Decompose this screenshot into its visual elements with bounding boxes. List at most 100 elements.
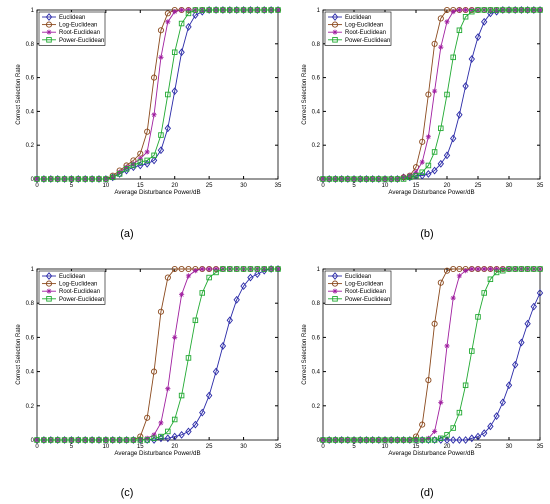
data-point <box>254 6 261 14</box>
data-point <box>326 176 332 182</box>
legend-marker <box>46 29 52 35</box>
series-line <box>323 268 540 441</box>
data-point <box>261 6 268 14</box>
legend-item: Root-Euclidean <box>328 288 386 295</box>
data-point <box>82 176 88 182</box>
data-point <box>462 436 469 444</box>
data-point <box>332 436 339 444</box>
data-point <box>123 166 130 175</box>
data-point <box>109 437 116 443</box>
data-point <box>437 159 444 168</box>
y-tick-label: 1 <box>317 8 321 14</box>
series-power-euclidean <box>320 7 543 182</box>
data-point <box>474 33 482 41</box>
data-point <box>144 149 150 155</box>
data-point <box>123 436 130 444</box>
x-tick-label: 15 <box>413 183 420 189</box>
legend-item: Log-Euclidean <box>328 280 383 288</box>
data-point <box>493 7 500 16</box>
data-point <box>401 174 407 180</box>
data-point <box>357 437 363 443</box>
data-point <box>254 270 261 279</box>
y-tick-label: 0.2 <box>312 143 321 149</box>
data-point <box>506 266 512 272</box>
data-point <box>450 265 457 273</box>
data-point <box>443 436 451 444</box>
legend-marker <box>332 29 338 35</box>
data-point <box>394 176 401 182</box>
data-point <box>61 436 68 444</box>
x-axis-title: Average Disturbance Power/dB <box>114 450 200 457</box>
data-point <box>261 266 268 275</box>
data-point <box>247 266 254 272</box>
data-point <box>382 176 388 182</box>
data-point <box>332 175 339 183</box>
x-tick-label: 10 <box>103 444 110 450</box>
data-point <box>444 19 450 25</box>
data-point <box>425 170 432 178</box>
data-point <box>103 437 109 443</box>
data-point <box>47 436 54 444</box>
legend-label: Euclidean <box>59 274 85 280</box>
data-point <box>388 176 394 182</box>
data-point <box>338 176 345 182</box>
data-point <box>469 348 475 354</box>
y-tick-label: 0 <box>31 177 35 183</box>
data-point <box>75 437 82 443</box>
legend-label: Euclidean <box>345 15 371 21</box>
data-point <box>123 437 130 443</box>
series-line <box>323 9 540 180</box>
legend-label: Euclidean <box>59 15 85 21</box>
data-point <box>487 266 493 272</box>
y-tick-label: 0.2 <box>26 143 35 149</box>
data-point <box>419 159 425 165</box>
legend-item: Power-Euclidean <box>42 37 104 44</box>
data-point <box>332 437 339 443</box>
data-point <box>116 437 123 443</box>
data-point <box>400 176 407 182</box>
legend-item: Power-Euclidean <box>328 37 390 44</box>
data-point <box>33 436 41 444</box>
data-point <box>226 6 233 14</box>
data-point <box>179 292 185 298</box>
data-point <box>206 274 212 281</box>
legend-marker <box>46 288 52 294</box>
data-point <box>240 7 247 13</box>
x-tick-label: 25 <box>206 183 213 189</box>
data-point <box>326 175 333 183</box>
data-point <box>536 6 544 14</box>
data-point <box>68 175 75 183</box>
series-power-euclidean <box>34 266 281 443</box>
data-point <box>164 124 172 133</box>
data-point <box>469 266 475 272</box>
y-axis-title: Correct Selection Rate <box>16 64 22 125</box>
data-point <box>151 74 158 81</box>
data-point <box>518 266 525 272</box>
data-point <box>171 265 178 273</box>
data-point <box>468 434 475 443</box>
legend-marker <box>332 288 338 294</box>
data-point <box>518 7 525 13</box>
legend-item: Euclidean <box>42 272 85 280</box>
chart-panel: 0 5 10 15 20 25 30 35 0 0.2 0.4 0.6 0.8 1 Average Dist… <box>16 6 282 196</box>
data-point <box>34 437 40 443</box>
data-point <box>345 176 351 182</box>
data-point <box>369 437 376 443</box>
data-point <box>171 49 178 56</box>
y-tick-label: 0.8 <box>26 301 35 307</box>
data-point <box>172 9 178 15</box>
data-point <box>487 422 494 431</box>
data-point <box>499 398 506 407</box>
data-point <box>185 22 192 31</box>
data-point <box>54 437 61 443</box>
data-point <box>474 432 482 441</box>
data-point <box>219 6 227 14</box>
data-point <box>456 265 463 273</box>
data-point <box>320 437 326 443</box>
data-point <box>185 355 192 361</box>
data-point <box>144 157 150 164</box>
data-point <box>157 27 164 34</box>
x-tick-label: 5 <box>352 183 356 189</box>
data-point <box>481 429 488 438</box>
data-point <box>524 6 531 14</box>
